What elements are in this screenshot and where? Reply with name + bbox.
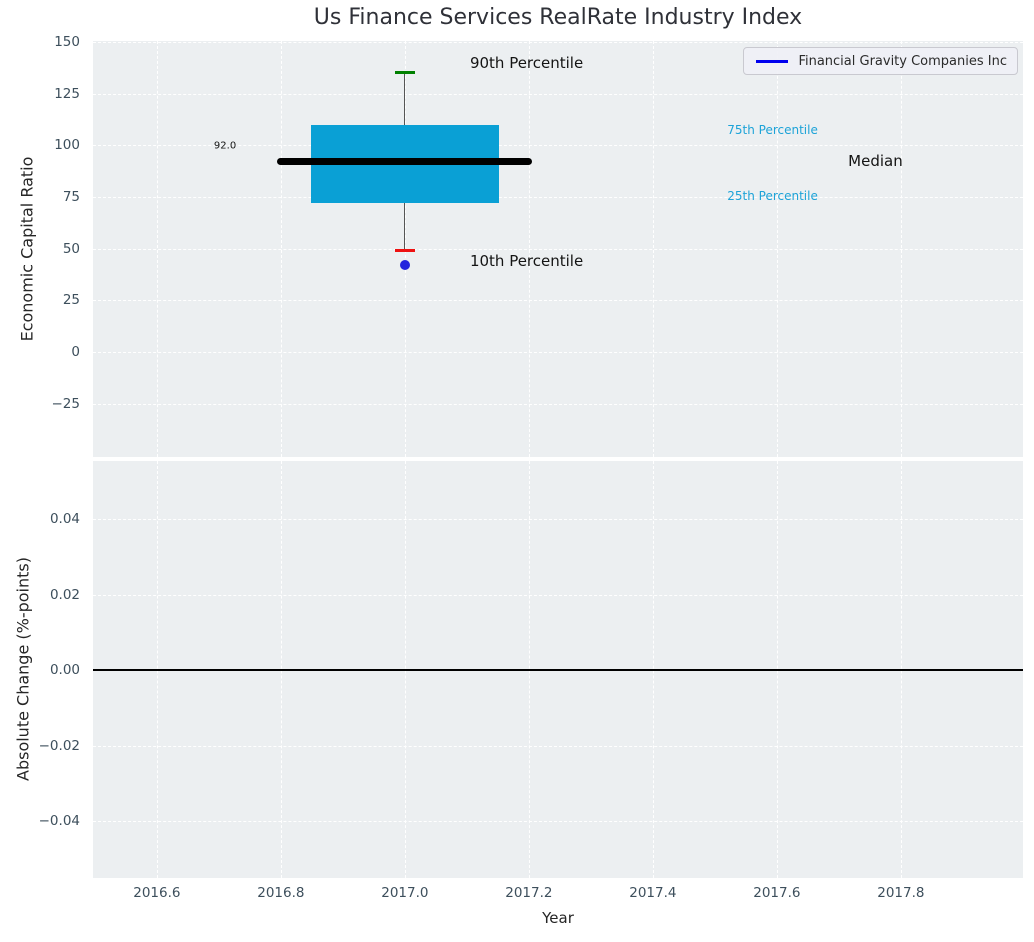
gridline-horizontal [93, 93, 1023, 95]
x-tick-label: 2017.0 [381, 885, 429, 901]
gridline-horizontal [93, 196, 1023, 198]
legend-label: Financial Gravity Companies Inc [798, 53, 1007, 69]
plot-absolute-change [93, 461, 1023, 878]
y-tick-label: 150 [54, 33, 80, 50]
x-tick-label: 2017.8 [877, 885, 925, 901]
annotation: 25th Percentile [727, 188, 818, 203]
gridline-horizontal [93, 519, 1023, 521]
gridline-horizontal [93, 41, 1023, 43]
gridline-horizontal [93, 745, 1023, 747]
y-tick-label: −25 [51, 395, 81, 412]
whisker-cap-90th [394, 71, 415, 75]
chart-title: Us Finance Services RealRate Industry In… [313, 5, 803, 30]
x-axis-label: Year [542, 909, 574, 927]
plot-economic-capital-ratio [93, 41, 1023, 457]
gridline-horizontal [93, 248, 1023, 250]
legend: Financial Gravity Companies Inc [743, 47, 1018, 75]
gridline-horizontal [93, 145, 1023, 147]
legend-line-sample [756, 59, 789, 63]
y-tick-label: 50 [62, 240, 80, 257]
y-tick-label: 75 [62, 188, 80, 205]
whisker-cap-10th [394, 249, 415, 253]
y-tick-label: −0.04 [38, 813, 80, 830]
median-line [277, 158, 533, 166]
gridline-horizontal [93, 594, 1023, 596]
gridline-horizontal [93, 300, 1023, 302]
x-tick-label: 2017.6 [753, 885, 801, 901]
x-tick-label: 2017.2 [505, 885, 553, 901]
x-tick-label: 2017.4 [629, 885, 677, 901]
annotation: 75th Percentile [727, 122, 818, 137]
company-point [399, 260, 410, 271]
annotation: Median [848, 152, 903, 171]
y-tick-label: 0 [71, 344, 80, 361]
zero-line [93, 669, 1023, 672]
y-tick-label: 25 [62, 292, 80, 309]
y-tick-label: 125 [54, 85, 80, 102]
gridline-horizontal [93, 352, 1023, 354]
gridline-horizontal [93, 403, 1023, 405]
y-tick-label: 100 [54, 137, 80, 154]
y-tick-label: 0.02 [49, 586, 80, 603]
y-tick-label: 0.04 [49, 511, 80, 528]
annotation: 90th Percentile [469, 53, 584, 72]
annotation: 10th Percentile [469, 252, 584, 271]
y-tick-label: 0.00 [49, 662, 80, 679]
y-tick-label: −0.02 [38, 737, 80, 754]
gridline-horizontal [93, 821, 1023, 823]
x-tick-label: 2016.8 [257, 885, 305, 901]
annotation: 92.0 [213, 140, 237, 152]
x-tick-label: 2016.6 [133, 885, 181, 901]
